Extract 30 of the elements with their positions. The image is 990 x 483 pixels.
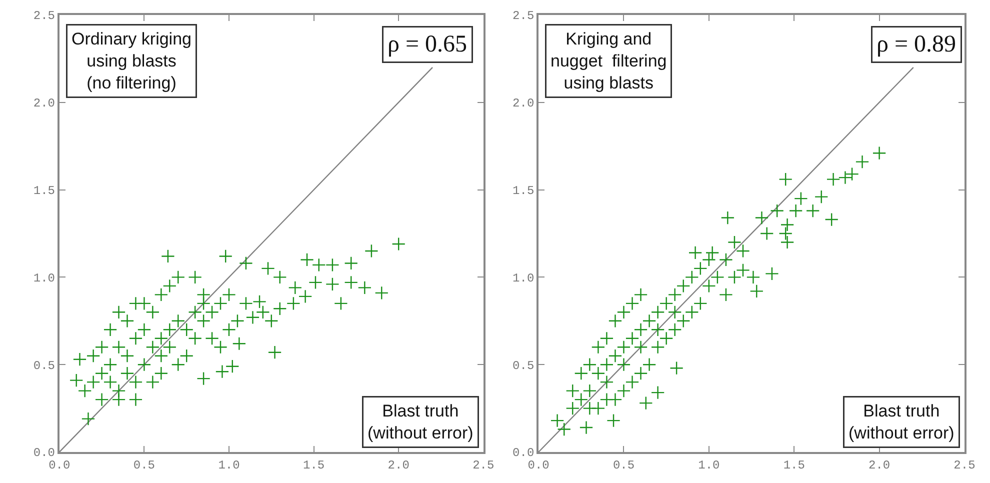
annotation: Blast truth (without error) [368,402,474,443]
x-tick-label: 2.5 [954,458,976,472]
annotation: ρ = 0.65 [388,32,468,58]
annotation: Kriging and nugget filtering using blasts [550,30,667,93]
y-tick-label: 2.0 [512,96,534,111]
y-tick-label: 2.5 [512,9,534,24]
x-tick-label: 2.5 [472,458,494,472]
annotation: Ordinary kriging using blasts (no filtering) [72,30,192,93]
x-tick-label: 2.0 [388,458,410,472]
y-tick-label: 0.5 [33,358,55,373]
y-tick-label: 0.0 [512,446,534,460]
y-tick-label: 1.5 [33,184,55,198]
annotation: ρ = 0.89 [876,32,956,58]
x-tick-label: 2.0 [868,458,890,472]
x-tick-label: 1.5 [783,458,805,472]
y-tick-label: 1.0 [512,271,534,286]
x-tick-label: 0.5 [133,458,156,472]
y-tick-label: 0.0 [33,446,55,460]
x-tick-label: 1.5 [302,458,325,472]
y-tick-label: 1.5 [512,184,534,198]
y-tick-label: 1.0 [33,271,55,286]
y-tick-label: 2.0 [33,96,55,111]
y-tick-label: 2.5 [33,9,55,24]
annotation: Blast truth (without error) [848,402,954,443]
x-tick-label: 0.5 [612,458,635,472]
x-tick-label: 1.0 [218,458,240,472]
x-tick-label: 0.0 [48,458,70,472]
x-tick-label: 0.0 [528,458,550,472]
y-tick-label: 0.5 [512,358,534,373]
x-tick-label: 1.0 [698,458,720,472]
